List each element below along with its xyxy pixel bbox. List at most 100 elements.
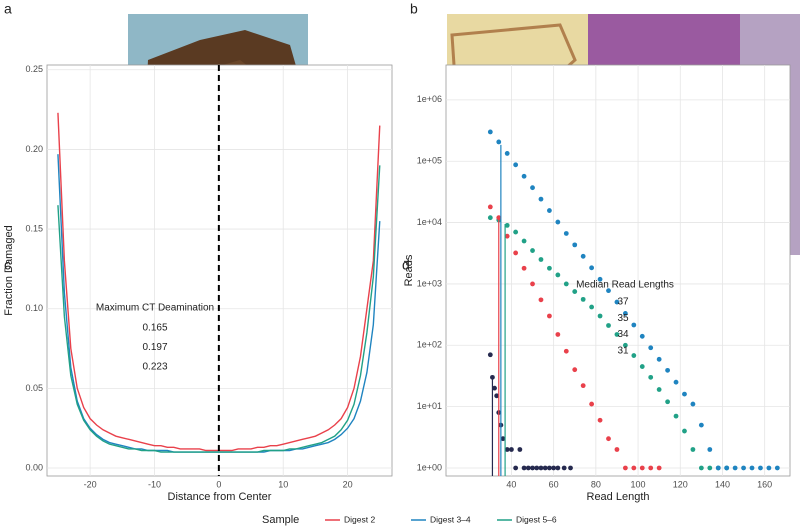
point <box>542 465 548 471</box>
x-axis-title: Read Length <box>587 491 650 503</box>
point <box>597 276 603 282</box>
point <box>538 196 544 202</box>
point <box>487 215 493 221</box>
point <box>614 299 620 305</box>
point <box>724 465 730 471</box>
point <box>572 367 578 373</box>
point <box>563 231 569 236</box>
point <box>504 151 510 156</box>
point <box>622 465 628 471</box>
point <box>698 465 704 471</box>
point <box>774 465 780 471</box>
point <box>682 428 687 434</box>
point <box>530 281 535 287</box>
point <box>568 465 573 471</box>
point <box>589 265 595 271</box>
x-tick-label: -20 <box>84 479 97 489</box>
y-tick-label: 1e+01 <box>417 401 442 411</box>
point <box>639 333 645 339</box>
point <box>513 162 519 168</box>
point <box>631 322 637 328</box>
point <box>698 422 704 428</box>
point <box>555 465 561 471</box>
point <box>580 383 586 389</box>
point <box>494 393 500 399</box>
point <box>487 352 493 358</box>
y-tick-label: 0.15 <box>25 223 43 233</box>
point <box>648 345 654 351</box>
point <box>622 311 628 316</box>
y-tick-label: 1e+03 <box>417 278 442 288</box>
point <box>673 413 679 419</box>
point <box>534 465 540 471</box>
panel-label: b <box>410 1 418 17</box>
x-tick-label: 10 <box>278 479 288 489</box>
point <box>690 447 696 452</box>
point <box>555 332 561 337</box>
x-tick-label: 120 <box>673 479 688 489</box>
y-tick-label: 1e+06 <box>417 94 442 104</box>
point <box>597 313 603 319</box>
point <box>504 233 510 239</box>
y-tick-label: 0.00 <box>25 462 43 472</box>
point <box>606 436 611 442</box>
point <box>547 313 552 319</box>
point <box>513 229 519 235</box>
x-tick-label: 40 <box>506 479 516 489</box>
point <box>504 222 510 228</box>
point <box>521 465 527 471</box>
point <box>563 348 569 354</box>
point <box>631 465 637 471</box>
point <box>741 465 746 471</box>
y-axis-title: Fraction Damaged <box>3 225 15 316</box>
y-tick-label: 1e+00 <box>417 462 442 472</box>
annotation-value: 0.223 <box>142 362 167 373</box>
point <box>563 281 569 287</box>
y-tick-label: 0.05 <box>25 383 43 393</box>
plot-panel <box>445 64 791 477</box>
x-tick-label: -10 <box>148 479 161 489</box>
point <box>538 297 544 303</box>
legend-label: Digest 3–4 <box>430 514 471 524</box>
point <box>639 465 645 471</box>
point <box>673 379 679 385</box>
point <box>521 173 527 179</box>
point <box>648 374 654 380</box>
point <box>758 465 763 471</box>
point <box>517 447 523 452</box>
annotation-title: Median Read Lengths <box>576 280 674 291</box>
y-tick-label: 0.10 <box>25 303 43 313</box>
point <box>547 208 552 213</box>
x-axis-title: Distance from Center <box>168 491 272 503</box>
panel-label: c <box>4 257 11 273</box>
point <box>521 265 527 271</box>
point <box>656 465 662 471</box>
point <box>656 387 662 392</box>
median-label: 35 <box>617 313 629 324</box>
point <box>538 257 544 262</box>
point <box>509 447 514 452</box>
point <box>555 219 561 225</box>
point <box>547 465 552 471</box>
annotation-value: 0.165 <box>142 323 167 334</box>
point <box>614 332 620 337</box>
x-tick-label: 20 <box>343 479 353 489</box>
point <box>551 465 557 471</box>
point <box>487 204 493 210</box>
annotation-title: Maximum CT Deamination <box>96 303 214 314</box>
point <box>496 139 502 145</box>
series-line <box>57 165 381 453</box>
point <box>547 265 552 271</box>
y-axis-title: Reads <box>403 254 415 286</box>
y-tick-label: 1e+02 <box>417 340 442 350</box>
point <box>500 436 506 442</box>
point <box>580 253 586 259</box>
point <box>690 401 696 407</box>
point <box>766 465 772 471</box>
point <box>707 447 713 452</box>
point <box>530 248 535 253</box>
point <box>639 364 645 369</box>
point <box>665 367 670 373</box>
x-tick-label: 0 <box>216 479 221 489</box>
